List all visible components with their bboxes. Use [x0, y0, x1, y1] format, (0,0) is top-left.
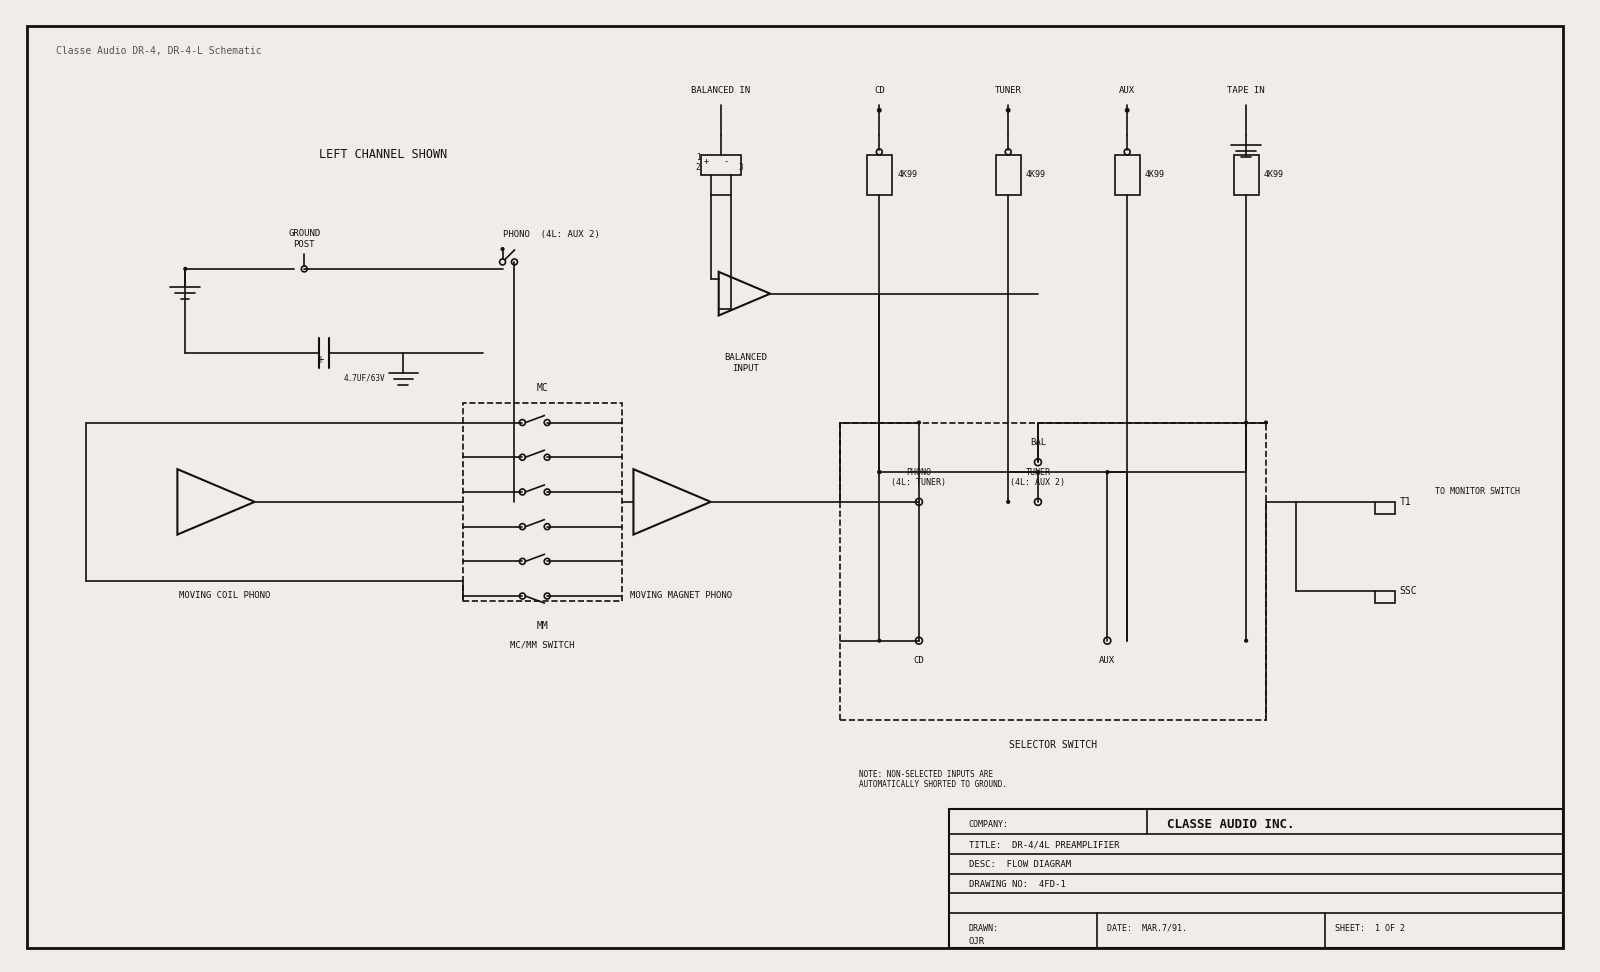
Circle shape [1106, 470, 1109, 473]
Circle shape [878, 470, 880, 473]
Bar [1115, 155, 1139, 194]
Circle shape [877, 109, 882, 112]
Text: CLASSE AUDIO INC.: CLASSE AUDIO INC. [1166, 817, 1294, 831]
Circle shape [878, 640, 880, 642]
Text: SELECTOR SWITCH: SELECTOR SWITCH [1008, 740, 1098, 749]
Circle shape [1006, 109, 1010, 112]
Circle shape [501, 248, 504, 251]
Text: 1: 1 [696, 154, 701, 162]
Text: TAPE IN: TAPE IN [1227, 87, 1266, 95]
Text: LEFT CHANNEL SHOWN: LEFT CHANNEL SHOWN [320, 149, 448, 161]
Circle shape [1245, 421, 1248, 424]
Circle shape [1125, 109, 1130, 112]
Text: DATE:  MAR.7/91.: DATE: MAR.7/91. [1107, 923, 1187, 933]
Text: 4K99: 4K99 [898, 170, 917, 179]
Circle shape [917, 421, 920, 424]
Text: TUNER: TUNER [995, 87, 1022, 95]
Bar [1374, 502, 1395, 514]
Text: AUX: AUX [1118, 87, 1136, 95]
Bar [840, 423, 1266, 720]
Circle shape [1245, 640, 1248, 642]
Circle shape [1006, 501, 1010, 503]
Text: Classe Audio DR-4, DR-4-L Schematic: Classe Audio DR-4, DR-4-L Schematic [56, 46, 262, 55]
Bar [1234, 155, 1259, 194]
Bar [995, 155, 1021, 194]
Text: TITLE:  DR-4/4L PREAMPLIFIER: TITLE: DR-4/4L PREAMPLIFIER [968, 841, 1118, 850]
Text: T1: T1 [1400, 497, 1411, 506]
Text: AUX: AUX [1099, 655, 1115, 665]
Bar [462, 402, 621, 601]
Text: CD: CD [874, 87, 885, 95]
Text: TUNER
(4L: AUX 2): TUNER (4L: AUX 2) [1011, 468, 1066, 487]
Circle shape [184, 267, 187, 270]
Text: MOVING MAGNET PHONO: MOVING MAGNET PHONO [630, 591, 733, 600]
Text: -: - [723, 157, 728, 166]
Text: DRAWN:: DRAWN: [968, 923, 998, 933]
Text: PHONO
(4L: TUNER): PHONO (4L: TUNER) [891, 468, 947, 487]
Text: 4.7UF/63V: 4.7UF/63V [344, 373, 386, 382]
Text: MC: MC [536, 383, 549, 393]
Circle shape [878, 470, 880, 473]
Text: 4K99: 4K99 [1146, 170, 1165, 179]
Text: 3: 3 [739, 163, 742, 172]
Text: COMPANY:: COMPANY: [968, 819, 1008, 828]
Text: DESC:  FLOW DIAGRAM: DESC: FLOW DIAGRAM [968, 860, 1070, 869]
Bar [867, 155, 891, 194]
Text: PHONO  (4L: AUX 2): PHONO (4L: AUX 2) [502, 229, 600, 239]
Text: BAL: BAL [1030, 438, 1046, 447]
Text: 2: 2 [696, 163, 701, 172]
Text: 4K99: 4K99 [1264, 170, 1283, 179]
Bar [1374, 591, 1395, 603]
Text: GROUND
POST: GROUND POST [288, 229, 320, 249]
Circle shape [1037, 470, 1040, 473]
Text: OJR: OJR [968, 937, 984, 946]
Text: CD: CD [914, 655, 925, 665]
Text: SSC: SSC [1400, 586, 1418, 596]
Text: 4K99: 4K99 [1026, 170, 1046, 179]
Text: DRAWING NO:  4FD-1: DRAWING NO: 4FD-1 [968, 880, 1066, 889]
Bar [701, 155, 741, 175]
Text: MOVING COIL PHONO: MOVING COIL PHONO [179, 591, 270, 600]
Text: +: + [704, 157, 709, 166]
Text: BALANCED
INPUT: BALANCED INPUT [723, 353, 766, 372]
Text: SHEET:  1 OF 2: SHEET: 1 OF 2 [1336, 923, 1405, 933]
Text: MC/MM SWITCH: MC/MM SWITCH [510, 641, 574, 649]
Text: MM: MM [536, 621, 549, 631]
Text: BALANCED IN: BALANCED IN [691, 87, 750, 95]
Circle shape [1264, 421, 1267, 424]
Text: NOTE: NON-SELECTED INPUTS ARE
AUTOMATICALLY SHORTED TO GROUND.: NOTE: NON-SELECTED INPUTS ARE AUTOMATICA… [859, 770, 1008, 789]
Text: TO MONITOR SWITCH: TO MONITOR SWITCH [1435, 487, 1520, 497]
Bar [949, 810, 1563, 948]
Text: +: + [317, 355, 325, 365]
